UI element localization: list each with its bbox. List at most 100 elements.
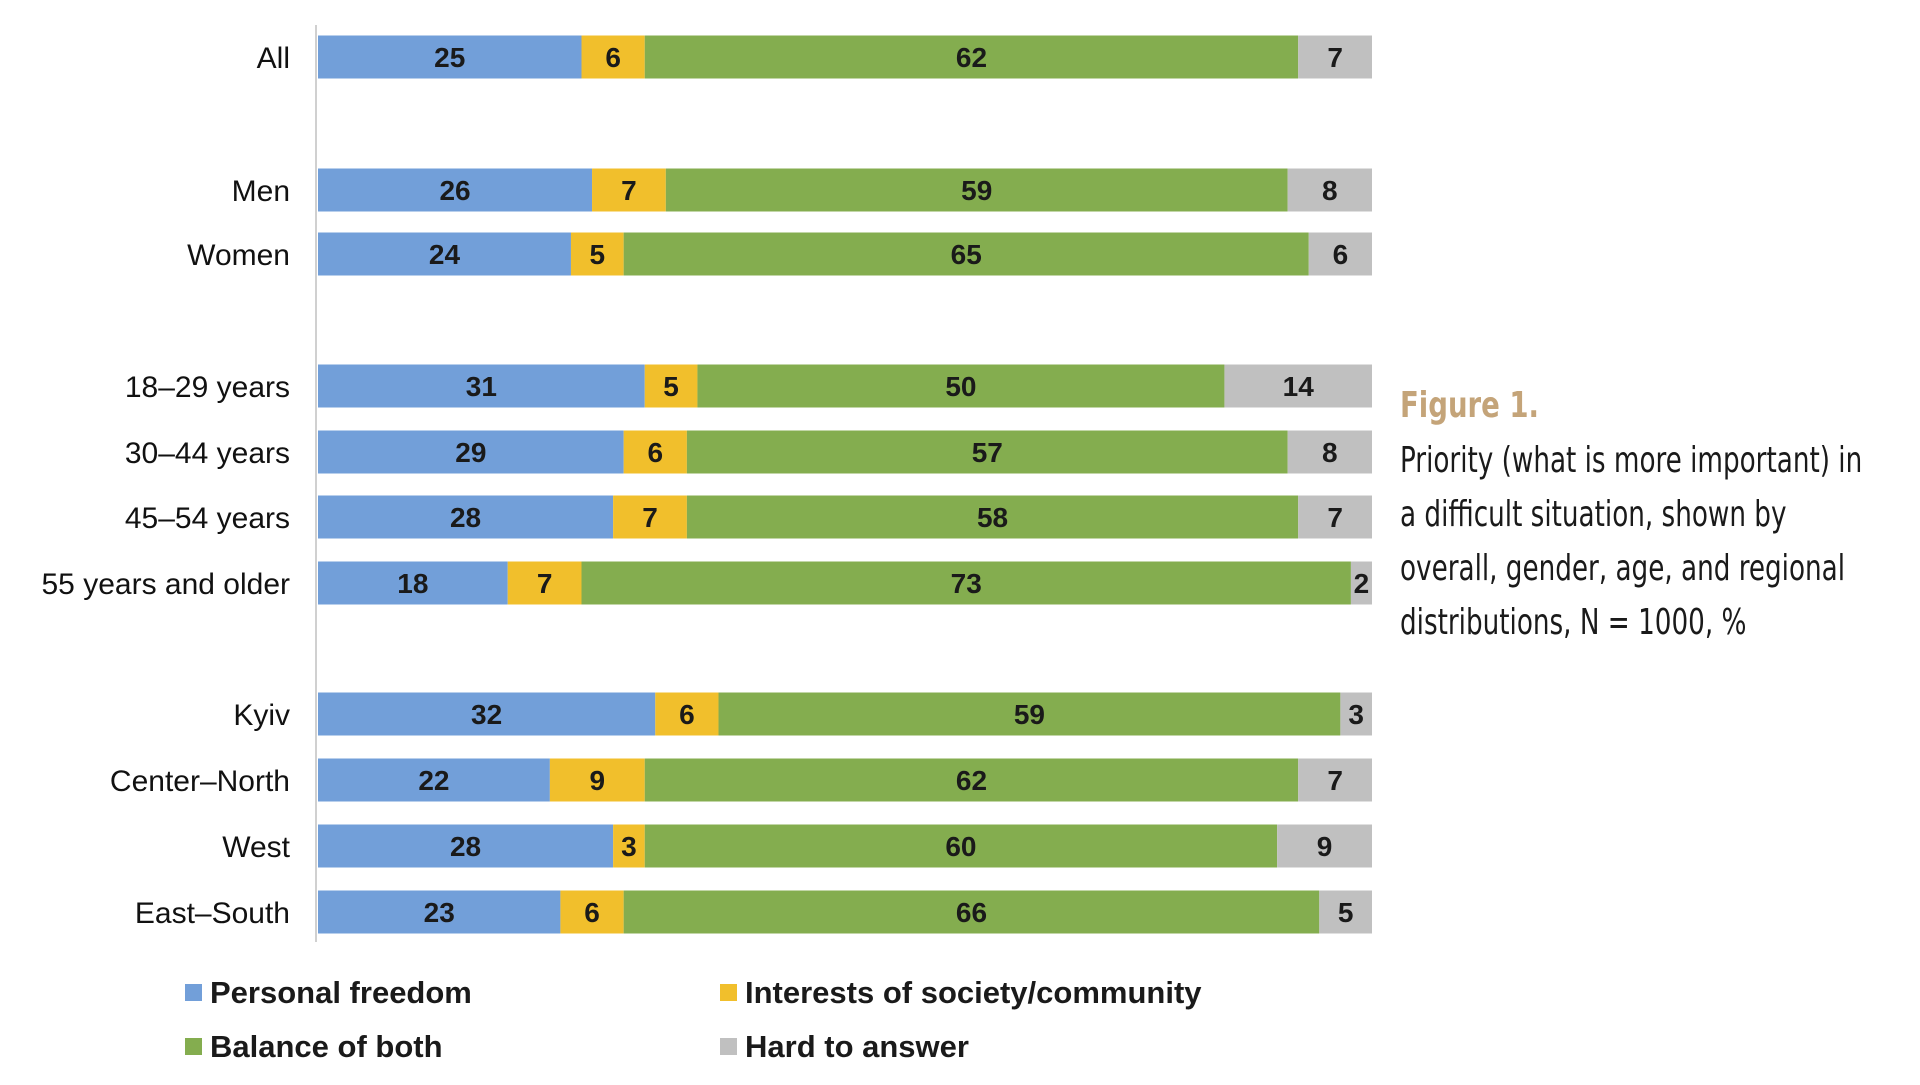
legend-label-personal-freedom: Personal freedom: [210, 975, 472, 1010]
bar-segment-women-interests-of-society-community: [570, 232, 624, 276]
figure-caption: Figure 1. Priority (what is more importa…: [1400, 385, 1920, 650]
data-label-women-personal-freedom: 24: [429, 239, 461, 270]
bar-segment-kyiv-interests-of-society-community: [655, 692, 719, 736]
bar-segment-55-years-and-older-personal-freedom: [318, 561, 508, 605]
data-label-east-south-personal-freedom: 23: [424, 897, 455, 928]
data-label-30-44-years-personal-freedom: 29: [455, 437, 486, 468]
bar-segment-30-44-years-interests-of-society-community: [623, 430, 687, 474]
data-label-women-hard-to-answer: 6: [1333, 239, 1349, 270]
bar-segment-men-personal-freedom: [318, 168, 593, 212]
data-label-all-interests-of-society-community: 6: [605, 42, 621, 73]
data-label-men-balance-of-both: 59: [961, 175, 992, 206]
legend-swatch-personal-freedom: [185, 984, 202, 1001]
bar-segment-women-hard-to-answer: [1308, 232, 1372, 276]
category-label-kyiv: Kyiv: [233, 699, 290, 732]
bar-segment-east-south-balance-of-both: [623, 890, 1320, 934]
category-label-men: Men: [232, 175, 290, 208]
data-label-55-years-and-older-hard-to-answer: 2: [1354, 568, 1370, 599]
category-label-women: Women: [187, 239, 290, 272]
bar-segment-center-north-interests-of-society-community: [549, 758, 645, 802]
bar-segment-kyiv-balance-of-both: [718, 692, 1341, 736]
data-label-men-interests-of-society-community: 7: [621, 175, 637, 206]
data-label-west-personal-freedom: 28: [450, 831, 481, 862]
category-label-45-54-years: 45–54 years: [125, 502, 290, 535]
bar-segment-west-hard-to-answer: [1277, 824, 1372, 868]
data-label-east-south-hard-to-answer: 5: [1338, 897, 1354, 928]
data-label-18-29-years-balance-of-both: 50: [945, 371, 976, 402]
bar-segment-18-29-years-interests-of-society-community: [644, 364, 698, 408]
bar-segment-women-personal-freedom: [318, 232, 571, 276]
bar-segment-all-personal-freedom: [318, 35, 582, 79]
bar-segment-18-29-years-hard-to-answer: [1224, 364, 1372, 408]
category-label-55-years-and-older: 55 years and older: [42, 568, 291, 601]
data-label-45-54-years-personal-freedom: 28: [450, 502, 481, 533]
bar-segment-men-interests-of-society-community: [592, 168, 666, 212]
figure-description: Priority (what is more important) in a d…: [1400, 440, 1863, 643]
data-label-55-years-and-older-balance-of-both: 73: [951, 568, 982, 599]
data-label-18-29-years-personal-freedom: 31: [466, 371, 497, 402]
data-label-45-54-years-balance-of-both: 58: [977, 502, 1008, 533]
bar-segment-east-south-hard-to-answer: [1319, 890, 1372, 934]
bar-segment-55-years-and-older-interests-of-society-community: [507, 561, 582, 605]
category-label-west: West: [222, 831, 290, 864]
data-label-west-hard-to-answer: 9: [1317, 831, 1333, 862]
data-label-55-years-and-older-interests-of-society-community: 7: [537, 568, 553, 599]
bar-segment-center-north-personal-freedom: [318, 758, 550, 802]
data-label-east-south-interests-of-society-community: 6: [584, 897, 600, 928]
bar-segment-all-hard-to-answer: [1298, 35, 1372, 79]
data-label-all-balance-of-both: 62: [956, 42, 987, 73]
bar-segment-center-north-hard-to-answer: [1298, 758, 1372, 802]
data-label-all-personal-freedom: 25: [434, 42, 465, 73]
bar-segment-55-years-and-older-hard-to-answer: [1350, 561, 1372, 605]
data-label-center-north-hard-to-answer: 7: [1327, 765, 1343, 796]
data-label-30-44-years-balance-of-both: 57: [972, 437, 1003, 468]
data-label-kyiv-balance-of-both: 59: [1014, 699, 1045, 730]
data-label-45-54-years-interests-of-society-community: 7: [642, 502, 658, 533]
data-label-18-29-years-hard-to-answer: 14: [1283, 371, 1315, 402]
legend-swatch-hard-to-answer: [720, 1038, 737, 1055]
data-label-all-hard-to-answer: 7: [1327, 42, 1343, 73]
bar-segment-west-balance-of-both: [644, 824, 1278, 868]
bar-segment-18-29-years-balance-of-both: [697, 364, 1225, 408]
category-label-all: All: [257, 42, 290, 75]
data-label-east-south-balance-of-both: 66: [956, 897, 987, 928]
data-label-west-balance-of-both: 60: [945, 831, 976, 862]
category-label-18-29-years: 18–29 years: [125, 371, 290, 404]
bar-segment-center-north-balance-of-both: [644, 758, 1299, 802]
bar-segment-all-balance-of-both: [644, 35, 1299, 79]
legend-label-interests-of-society-community: Interests of society/community: [745, 975, 1202, 1010]
figure-label: Figure 1.: [1400, 385, 1540, 426]
bar-segment-45-54-years-hard-to-answer: [1298, 495, 1372, 539]
data-label-30-44-years-hard-to-answer: 8: [1322, 437, 1338, 468]
bar-segment-women-balance-of-both: [623, 232, 1309, 276]
bar-segment-all-interests-of-society-community: [581, 35, 645, 79]
bar-segment-west-interests-of-society-community: [613, 824, 645, 868]
data-label-30-44-years-interests-of-society-community: 6: [647, 437, 663, 468]
bar-segment-east-south-personal-freedom: [318, 890, 561, 934]
data-label-kyiv-personal-freedom: 32: [471, 699, 502, 730]
bar-segment-30-44-years-hard-to-answer: [1287, 430, 1372, 474]
data-label-18-29-years-interests-of-society-community: 5: [663, 371, 679, 402]
data-label-center-north-balance-of-both: 62: [956, 765, 987, 796]
bar-segment-55-years-and-older-balance-of-both: [581, 561, 1351, 605]
category-label-center-north: Center–North: [110, 765, 290, 798]
bar-segment-18-29-years-personal-freedom: [318, 364, 645, 408]
category-label-30-44-years: 30–44 years: [125, 437, 290, 470]
bar-segment-45-54-years-personal-freedom: [318, 495, 614, 539]
bar-segment-45-54-years-interests-of-society-community: [613, 495, 687, 539]
data-label-45-54-years-hard-to-answer: 7: [1327, 502, 1343, 533]
legend-swatch-interests-of-society-community: [720, 984, 737, 1001]
legend-label-hard-to-answer: Hard to answer: [745, 1029, 969, 1064]
data-label-men-hard-to-answer: 8: [1322, 175, 1338, 206]
legend-swatch-balance-of-both: [185, 1038, 202, 1055]
bar-segment-30-44-years-balance-of-both: [686, 430, 1288, 474]
data-label-center-north-interests-of-society-community: 9: [590, 765, 606, 796]
data-label-center-north-personal-freedom: 22: [418, 765, 449, 796]
data-label-55-years-and-older-personal-freedom: 18: [397, 568, 428, 599]
bar-segment-kyiv-personal-freedom: [318, 692, 656, 736]
bar-segment-men-hard-to-answer: [1287, 168, 1372, 212]
bar-segment-east-south-interests-of-society-community: [560, 890, 624, 934]
data-label-women-balance-of-both: 65: [951, 239, 982, 270]
